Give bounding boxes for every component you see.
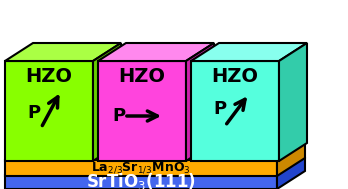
Polygon shape: [93, 43, 121, 161]
Polygon shape: [191, 43, 307, 61]
Polygon shape: [186, 43, 214, 161]
Bar: [98, 61, 186, 161]
Polygon shape: [277, 142, 305, 176]
Polygon shape: [277, 157, 305, 189]
Polygon shape: [5, 142, 305, 160]
Text: P: P: [27, 104, 40, 122]
Polygon shape: [5, 157, 305, 175]
Text: HZO: HZO: [25, 67, 72, 86]
Text: La$_{2/3}$Sr$_{1/3}$MnO$_3$: La$_{2/3}$Sr$_{1/3}$MnO$_3$: [91, 161, 191, 175]
Polygon shape: [5, 43, 121, 61]
Bar: [5, 175, 277, 189]
Text: SrTiO$_3$(111): SrTiO$_3$(111): [86, 171, 196, 189]
Text: HZO: HZO: [212, 67, 259, 86]
Text: P: P: [112, 107, 125, 125]
Polygon shape: [98, 43, 214, 61]
Bar: [5, 160, 277, 176]
Bar: [5, 61, 93, 161]
Bar: [191, 61, 279, 161]
Polygon shape: [279, 43, 307, 161]
Text: P: P: [213, 100, 226, 118]
Text: HZO: HZO: [119, 67, 166, 86]
